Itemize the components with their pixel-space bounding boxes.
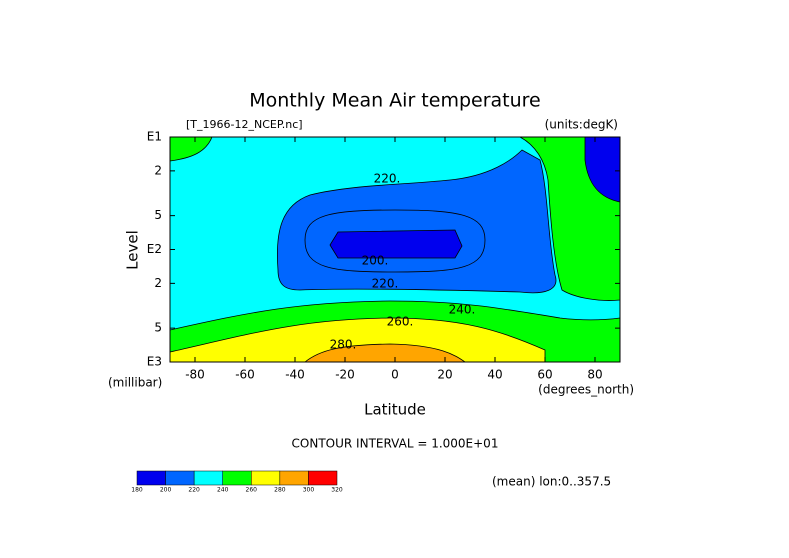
x-tick-label: -20 <box>335 368 355 382</box>
x-tick-label: 40 <box>487 368 502 382</box>
colorbar-label: 280 <box>274 487 286 494</box>
contour-label: 240. <box>449 303 476 317</box>
colorbar-label: 260 <box>246 487 258 494</box>
x-tick-label: 80 <box>587 368 602 382</box>
x-tick-label: 20 <box>437 368 452 382</box>
y-axis-units: (millibar) <box>108 376 162 390</box>
y-tick-label: 2 <box>154 163 162 177</box>
colorbar-label: 180 <box>131 487 143 494</box>
colorbar-box <box>193 470 223 486</box>
contour-region <box>170 317 546 362</box>
colorbar-label: 220 <box>188 487 200 494</box>
colorbar-label: 200 <box>160 487 172 494</box>
x-axis-units: (degrees_north) <box>538 383 634 397</box>
contour-label: 220. <box>372 277 399 291</box>
y-tick-label: 5 <box>154 321 162 335</box>
colorbar-label: 300 <box>303 487 315 494</box>
colorbar-label: 320 <box>331 487 343 494</box>
y-tick-label: E2 <box>147 242 162 256</box>
contour-label: 280. <box>330 338 357 352</box>
colorbar-label: 240 <box>217 487 229 494</box>
contour-region <box>329 229 463 259</box>
colorbar-box <box>308 470 338 486</box>
units-label: (units:degK) <box>545 118 618 132</box>
contour-line <box>304 209 486 273</box>
y-tick-label: 5 <box>154 208 162 222</box>
x-tick-label: -60 <box>235 368 255 382</box>
contour-fills <box>170 137 620 362</box>
colorbar-box <box>279 470 309 486</box>
x-tick-label: -40 <box>285 368 305 382</box>
x-tick-label: -80 <box>185 368 205 382</box>
colorbar-box <box>136 470 166 486</box>
y-tick-label: 2 <box>154 276 162 290</box>
colorbar-box <box>222 470 252 486</box>
chart-title: Monthly Mean Air temperature <box>249 90 540 112</box>
note: (mean) lon:0..357.5 <box>492 475 611 489</box>
colorbar-box <box>251 470 281 486</box>
x-axis-title: Latitude <box>364 401 426 419</box>
x-tick-label: 60 <box>537 368 552 382</box>
y-tick-label: E1 <box>147 130 162 144</box>
contour-interval: CONTOUR INTERVAL = 1.000E+01 <box>292 437 499 451</box>
dataset-label: [T_1966-12_NCEP.nc] <box>186 118 303 131</box>
contour-label: 220. <box>374 172 401 186</box>
y-tick-label: E3 <box>147 355 162 369</box>
contour-label: 200. <box>362 254 389 268</box>
colorbar-box <box>165 470 195 486</box>
y-axis-title: Level <box>124 230 142 270</box>
contour-label: 260. <box>387 315 414 329</box>
x-tick-label: 0 <box>391 368 399 382</box>
